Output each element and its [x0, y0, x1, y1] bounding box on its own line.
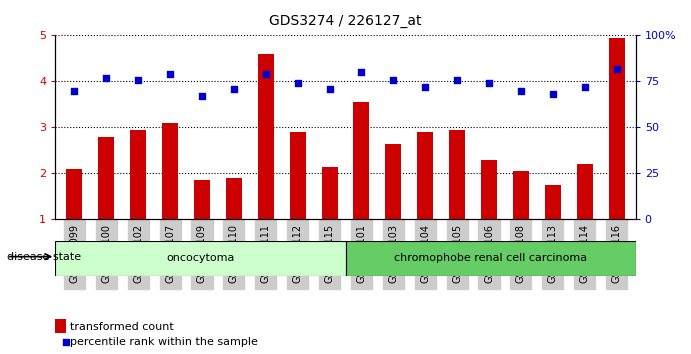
Point — [133, 77, 144, 82]
Bar — [130, 130, 146, 219]
Text: chromophobe renal cell carcinoma: chromophobe renal cell carcinoma — [394, 253, 587, 263]
Bar — [290, 132, 305, 219]
Bar — [66, 169, 82, 219]
Bar — [386, 143, 401, 219]
Point — [196, 93, 207, 99]
Point — [484, 80, 495, 86]
Point — [164, 71, 176, 77]
Bar — [417, 132, 433, 219]
Bar — [98, 137, 114, 219]
Bar — [55, 319, 66, 333]
Bar — [226, 178, 242, 219]
Text: percentile rank within the sample: percentile rank within the sample — [70, 337, 258, 347]
Bar — [481, 160, 497, 219]
Point — [579, 84, 590, 90]
Point — [515, 88, 527, 93]
Bar — [194, 181, 210, 219]
Point — [452, 77, 463, 82]
Bar — [513, 171, 529, 219]
Bar — [577, 164, 593, 219]
Point — [388, 77, 399, 82]
Bar — [258, 54, 274, 219]
Text: oncocytoma: oncocytoma — [167, 253, 234, 263]
Point — [292, 80, 303, 86]
Text: disease state: disease state — [7, 252, 81, 262]
Point — [324, 86, 335, 92]
Point — [228, 86, 239, 92]
Bar — [354, 102, 370, 219]
Bar — [545, 185, 561, 219]
Text: GDS3274 / 226127_at: GDS3274 / 226127_at — [269, 14, 422, 28]
Bar — [321, 166, 337, 219]
Bar — [449, 130, 465, 219]
Text: transformed count: transformed count — [70, 322, 173, 332]
Point — [435, 278, 446, 284]
Point — [547, 91, 558, 97]
FancyBboxPatch shape — [346, 241, 636, 276]
FancyBboxPatch shape — [55, 241, 346, 276]
Point — [356, 69, 367, 75]
Point — [419, 84, 430, 90]
Point — [611, 66, 622, 72]
Point — [69, 88, 80, 93]
Bar — [162, 123, 178, 219]
Point — [261, 71, 272, 77]
Point — [101, 75, 112, 81]
Bar — [609, 38, 625, 219]
